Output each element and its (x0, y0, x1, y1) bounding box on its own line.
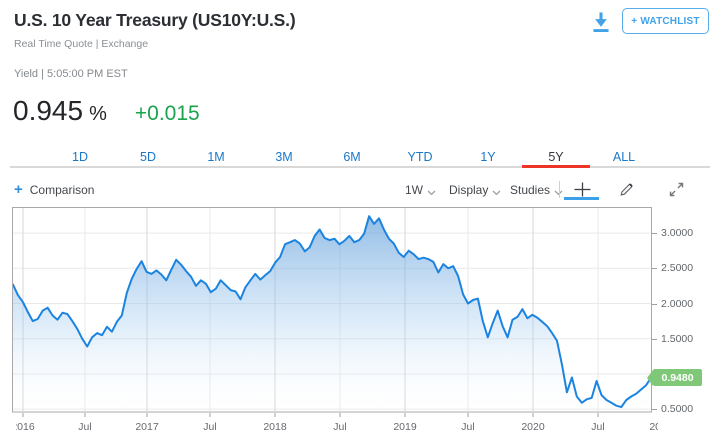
interval-label: 1W (405, 183, 423, 197)
y-axis-label: 1.5000 (661, 332, 694, 345)
price-value: 0.945 (13, 95, 84, 126)
download-button[interactable] (588, 9, 614, 35)
x-axis-label: Jul (203, 421, 217, 433)
toolbar-divider (559, 181, 560, 198)
last-price-badge: 0.9480 (647, 369, 702, 386)
crosshair-tool-button[interactable] (566, 178, 598, 200)
x-axis-label: 2021 (649, 421, 658, 433)
tab-1y[interactable]: 1Y (480, 150, 496, 164)
quote-subtitle: Real Time Quote | Exchange (14, 38, 149, 50)
download-icon (588, 12, 614, 38)
chart-plot-area[interactable] (12, 207, 653, 418)
display-dropdown[interactable]: Display (449, 183, 501, 197)
comparison-button[interactable]: + Comparison (14, 181, 95, 198)
price-unit: % (89, 103, 107, 125)
interval-dropdown[interactable]: 1W (405, 183, 436, 197)
x-axis-label: Jul (461, 421, 475, 433)
x-axis-label: Jul (78, 421, 92, 433)
y-axis-tick (652, 338, 657, 340)
comparison-label: Comparison (29, 183, 95, 197)
plus-icon: + (14, 181, 23, 198)
price-change: +0.015 (134, 102, 200, 125)
tab-1m[interactable]: 1M (207, 150, 225, 164)
tabbar-underline (10, 166, 710, 168)
draw-tool-button[interactable] (610, 178, 642, 200)
y-axis-label: 3.0000 (661, 227, 694, 240)
x-axis-label: 2019 (393, 421, 417, 433)
crosshair-icon (574, 182, 590, 196)
x-axis-label: 2017 (135, 421, 159, 433)
x-axis-label: 2018 (263, 421, 287, 433)
y-axis-label: 0.5000 (661, 403, 694, 416)
y-axis-label: 2.5000 (661, 262, 694, 275)
pencil-icon (619, 183, 632, 196)
chevron-down-icon (492, 190, 501, 196)
tab-5d[interactable]: 5D (140, 150, 156, 164)
x-axis-label: Jul (333, 421, 347, 433)
chevron-down-icon (427, 190, 436, 196)
tab-all[interactable]: ALL (612, 150, 636, 164)
y-axis-tick (652, 303, 657, 305)
selected-tab-indicator (522, 165, 590, 168)
price-row: 0.945 % +0.015 (13, 95, 200, 127)
studies-label: Studies (510, 183, 551, 197)
tab-1d[interactable]: 1D (72, 150, 88, 164)
x-axis-label: Jul (591, 421, 605, 433)
tab-ytd[interactable]: YTD (407, 150, 433, 164)
tab-3m[interactable]: 3M (275, 150, 293, 164)
x-axis: 2016 Jul 2017 Jul 2018 Jul 2019 Jul 2020 Jul 2021 (16, 420, 658, 435)
y-axis-tick (652, 409, 657, 411)
expand-icon (669, 182, 683, 196)
chevron-down-icon (554, 190, 563, 196)
x-axis-label: 2020 (521, 421, 545, 433)
add-watchlist-button[interactable]: + WATCHLIST (622, 8, 709, 34)
display-label: Display (449, 183, 489, 197)
quote-type-timestamp: Yield | 5:05:00 PM EST (14, 68, 128, 80)
tab-5y[interactable]: 5Y (548, 150, 564, 164)
y-axis-tick (652, 233, 657, 235)
y-axis-tick (652, 268, 657, 270)
studies-dropdown[interactable]: Studies (510, 183, 563, 197)
tab-6m[interactable]: 6M (343, 150, 361, 164)
y-axis-label: 2.0000 (661, 297, 694, 310)
fullscreen-button[interactable] (660, 178, 692, 200)
x-axis-label: 2016 (16, 421, 35, 433)
crosshair-active-indicator (564, 197, 599, 200)
page-title: U.S. 10 Year Treasury (US10Y:U.S.) (14, 10, 296, 30)
